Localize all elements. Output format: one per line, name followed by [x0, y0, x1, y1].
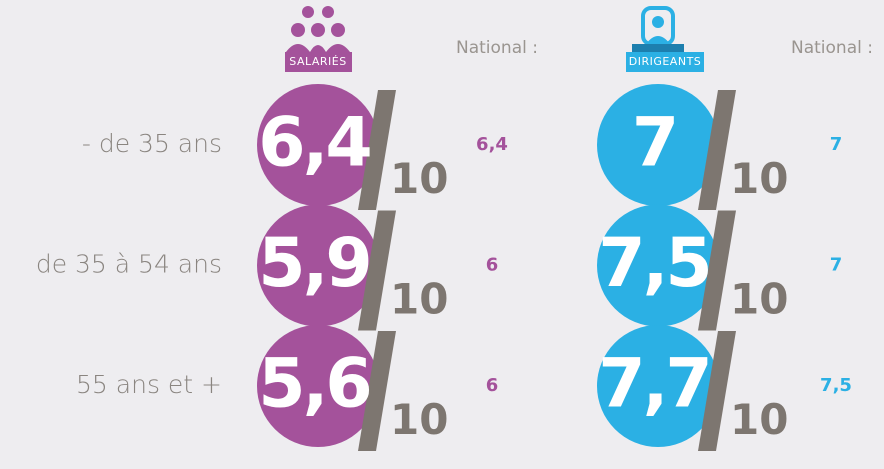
salaries-header: SALARIÉS [289, 55, 346, 68]
score: 7,5 [598, 224, 709, 303]
score-circle [597, 84, 719, 206]
row-label: de 35 à 54 ans [36, 250, 222, 279]
dirigeants-header: DIRIGEANTS [629, 55, 702, 68]
national-score: 6,4 [476, 134, 508, 155]
national-score: 7 [830, 134, 843, 155]
score: 5,6 [258, 345, 369, 424]
scale-max: 10 [730, 154, 788, 203]
score-circle [597, 204, 719, 327]
score: 5,9 [258, 224, 369, 303]
dirigeants-badge [626, 52, 704, 72]
scale-max: 10 [730, 395, 788, 444]
national-score: 6 [486, 255, 499, 276]
scale-max: 10 [390, 154, 448, 203]
score-circle [257, 325, 379, 447]
national-score: 7,5 [820, 375, 852, 396]
score: 7,7 [598, 345, 709, 424]
scale-max: 10 [730, 275, 788, 324]
score-circle [597, 325, 719, 447]
dirigeants-icon [632, 6, 684, 52]
scale-max: 10 [390, 275, 448, 324]
slash [698, 210, 736, 331]
slash [358, 90, 396, 210]
national-score: 7 [830, 255, 843, 276]
scale-max: 10 [390, 395, 448, 444]
score: 7 [632, 104, 676, 183]
slash [698, 90, 736, 210]
row-label: - de 35 ans [82, 129, 222, 158]
salaries-badge [285, 52, 352, 72]
national-header: National : [791, 38, 873, 58]
national-header: National : [456, 38, 538, 58]
slash [358, 210, 396, 331]
row-label: 55 ans et + [76, 370, 222, 399]
slash [358, 331, 396, 451]
slash [698, 331, 736, 451]
score: 6,4 [258, 104, 370, 183]
score-circle [257, 204, 379, 327]
salaries-icon [286, 6, 350, 52]
score-circle [257, 84, 379, 206]
national-score: 6 [486, 375, 499, 396]
